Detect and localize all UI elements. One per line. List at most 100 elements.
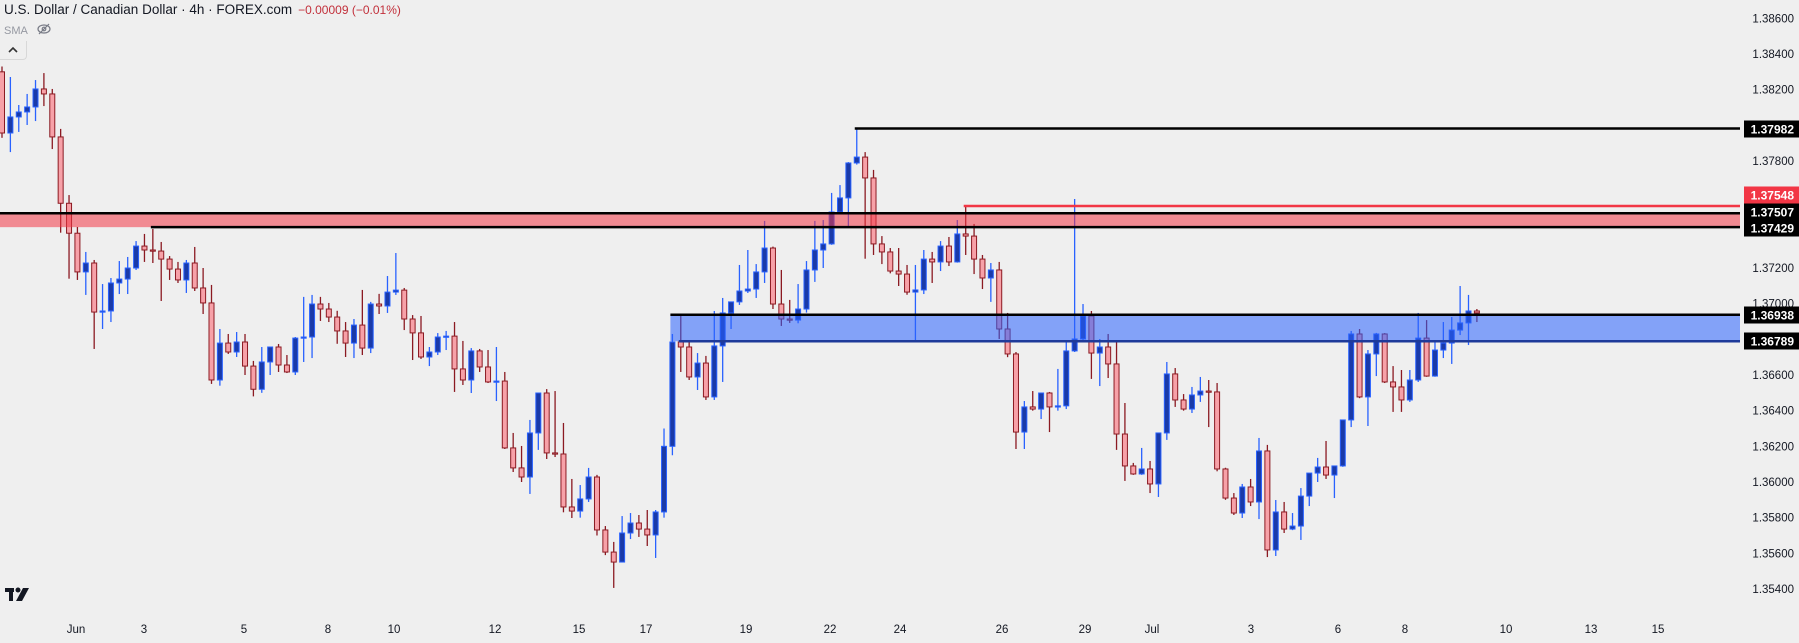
candle-body xyxy=(1331,465,1338,476)
candle-up xyxy=(1297,488,1304,540)
candle-up xyxy=(1431,342,1438,377)
candle-body xyxy=(526,432,533,478)
candle-down xyxy=(1113,342,1120,450)
candle-body xyxy=(1289,525,1296,530)
candle-down xyxy=(476,348,483,372)
candle-down xyxy=(1029,391,1036,411)
candle-down xyxy=(602,526,609,556)
candle-up xyxy=(233,332,240,357)
price-badge: 1.37982 xyxy=(1744,120,1799,138)
eye-crossed-icon[interactable] xyxy=(36,23,52,38)
candle-body xyxy=(686,346,693,378)
candle-up xyxy=(1306,472,1313,507)
candle-down xyxy=(1172,368,1179,407)
candle-body xyxy=(1339,419,1346,467)
candle-body xyxy=(384,291,391,307)
candle-down xyxy=(862,152,869,259)
candle-body xyxy=(1038,392,1045,410)
candle-body xyxy=(107,282,114,312)
time-axis[interactable]: Jun 3 5 8 10 12 15 17 19 22 24 26 29 Jul 3 6 8 10 13 15 xyxy=(67,624,1665,636)
candle-body xyxy=(1348,333,1355,421)
tradingview-logo[interactable] xyxy=(4,585,34,608)
lines-layer xyxy=(854,127,1740,208)
candle-down xyxy=(878,236,885,265)
candle-up xyxy=(32,80,39,122)
candle-body xyxy=(250,365,257,390)
candle-up xyxy=(1256,437,1262,520)
candle-body xyxy=(837,197,843,213)
candle-down xyxy=(0,66,5,138)
candle-down xyxy=(242,333,249,375)
candle-down xyxy=(459,340,466,385)
candle-body xyxy=(945,245,952,263)
candle-body xyxy=(91,262,98,313)
candle-down xyxy=(174,261,181,283)
candle-body xyxy=(1415,337,1422,381)
price-badge-label: 1.37507 xyxy=(1751,206,1795,220)
candle-down xyxy=(1323,440,1330,479)
price-change: −0.00009 (−0.01%) xyxy=(298,3,401,17)
candle-up xyxy=(1096,338,1103,387)
candle-body xyxy=(275,346,282,366)
price-tick-label: 1.37800 xyxy=(1752,156,1794,168)
candle-up xyxy=(468,348,475,394)
collapse-legend-button[interactable] xyxy=(0,41,27,60)
candle-body xyxy=(761,247,768,273)
candle-body xyxy=(1147,468,1154,485)
candle-body xyxy=(543,392,550,454)
candle-up xyxy=(761,220,768,283)
candle-down xyxy=(1222,467,1229,500)
candle-up xyxy=(367,301,374,354)
candle-down xyxy=(1046,391,1053,433)
candle-body xyxy=(0,71,5,134)
time-tick-label: 10 xyxy=(1500,624,1513,636)
candle-body xyxy=(627,522,634,534)
candle-up xyxy=(258,346,265,393)
candle-down xyxy=(91,259,98,349)
candle-body xyxy=(661,445,668,513)
candle-body xyxy=(191,262,198,289)
candle-body xyxy=(1029,406,1036,410)
candle-up xyxy=(493,346,500,402)
time-tick-label: 17 xyxy=(640,624,653,636)
candle-down xyxy=(1121,402,1128,481)
candle-up xyxy=(1063,342,1070,410)
candle-down xyxy=(501,371,508,450)
candle-down xyxy=(191,246,198,292)
indicator-label: SMA xyxy=(4,24,28,37)
candle-body xyxy=(15,111,22,118)
candle-up xyxy=(1272,500,1279,557)
candle-up xyxy=(124,256,131,295)
candle-body xyxy=(1406,379,1413,401)
indicator-sma[interactable]: SMA xyxy=(4,23,52,38)
candle-body xyxy=(350,324,357,344)
candle-down xyxy=(166,256,173,280)
candle-down xyxy=(904,264,911,295)
candle-up xyxy=(694,353,701,390)
candle-down xyxy=(1390,366,1397,412)
candle-body xyxy=(769,247,776,305)
candle-body xyxy=(174,268,181,281)
candle-body xyxy=(459,368,466,381)
candle-up xyxy=(526,419,533,494)
candle-up xyxy=(744,249,751,293)
candle-up xyxy=(1054,368,1061,411)
resistance-zone[interactable] xyxy=(0,213,1740,228)
candle-down xyxy=(979,254,986,290)
time-tick-label: 24 xyxy=(894,624,907,636)
candle-body xyxy=(1096,346,1103,354)
support-zone[interactable] xyxy=(670,314,1740,342)
candle-up xyxy=(292,337,299,375)
price-axis[interactable]: 1.386001.384001.382001.378001.372001.370… xyxy=(1752,13,1794,596)
candle-up xyxy=(1138,447,1145,475)
time-tick-label: 26 xyxy=(996,624,1009,636)
price-badge: 1.36789 xyxy=(1744,332,1799,350)
candle-body xyxy=(694,362,701,378)
candle-body xyxy=(99,310,106,313)
candle-body xyxy=(635,522,642,530)
candle-down xyxy=(334,310,341,344)
symbol-title[interactable]: U.S. Dollar / Canadian Dollar · 4h · FOR… xyxy=(4,2,293,17)
price-tick-label: 1.38200 xyxy=(1752,85,1794,97)
candle-body xyxy=(736,290,743,303)
